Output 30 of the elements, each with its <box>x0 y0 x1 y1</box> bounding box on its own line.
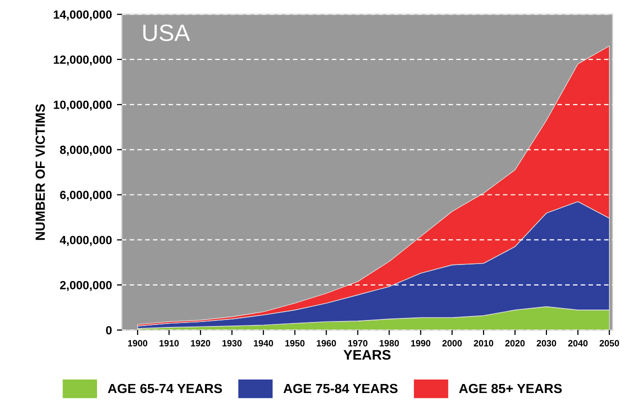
x-tick-label: 2030 <box>536 340 556 346</box>
x-tick-label: 2000 <box>442 340 462 346</box>
y-tick-label: 6,000,000 <box>60 190 112 201</box>
legend-label: AGE 85+ YEARS <box>459 384 562 394</box>
y-tick-label: 0 <box>106 326 112 334</box>
legend-label: AGE 65-74 YEARS <box>108 384 222 394</box>
y-tick-label: 8,000,000 <box>60 146 112 156</box>
y-tick-label: 12,000,000 <box>54 55 112 66</box>
x-tick-label: 1910 <box>160 340 179 346</box>
x-tick-label: 1920 <box>191 340 210 346</box>
x-tick-label: 1930 <box>222 340 242 346</box>
x-tick-label: 1900 <box>128 340 148 346</box>
x-tick-label: 2040 <box>568 340 588 346</box>
x-axis-title: YEARS <box>343 350 391 360</box>
y-tick-label: 10,000,000 <box>54 100 112 111</box>
x-tick-label: 1970 <box>348 340 368 346</box>
x-tick-label: 2010 <box>474 340 494 346</box>
y-tick-label: 4,000,000 <box>60 236 112 246</box>
x-tick-label: 2020 <box>505 340 525 346</box>
annotation: USA <box>143 24 190 42</box>
x-tick-label: 1940 <box>254 340 274 346</box>
x-tick-label: 1960 <box>316 340 336 346</box>
x-tick-label: 1980 <box>380 340 399 346</box>
x-tick-label: 1990 <box>411 340 430 346</box>
x-tick-label: 2050 <box>600 340 620 346</box>
x-tick-label: 1950 <box>285 340 305 346</box>
y-tick-label: 2,000,000 <box>60 280 112 292</box>
y-axis-title: NUMBER OF VICTIMS <box>36 104 45 240</box>
y-tick-label: 14,000,000 <box>54 10 112 20</box>
legend-label: AGE 75-84 YEARS <box>283 384 398 394</box>
